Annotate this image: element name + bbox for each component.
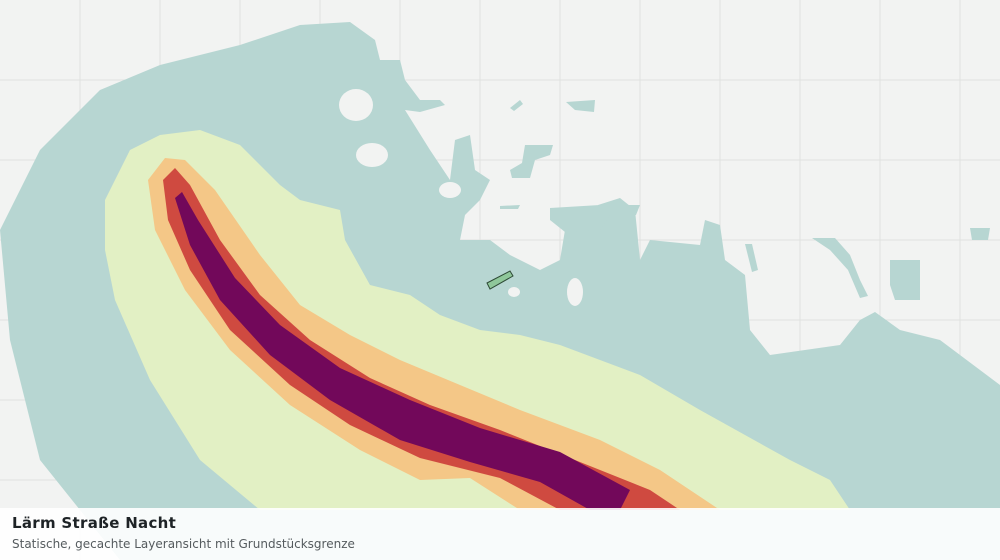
noise-zone-islands (500, 100, 990, 300)
parcel-boundary (486, 270, 514, 290)
noise-zone-60db (175, 192, 630, 510)
layer-title: Lärm Straße Nacht (12, 514, 177, 532)
noise-zone-45db (105, 130, 850, 510)
layer-subtitle: Statische, gecachte Layeransicht mit Gru… (12, 537, 355, 551)
map-holes (339, 89, 583, 306)
caption-panel: Lärm Straße Nacht Statische, gecachte La… (0, 508, 1000, 560)
